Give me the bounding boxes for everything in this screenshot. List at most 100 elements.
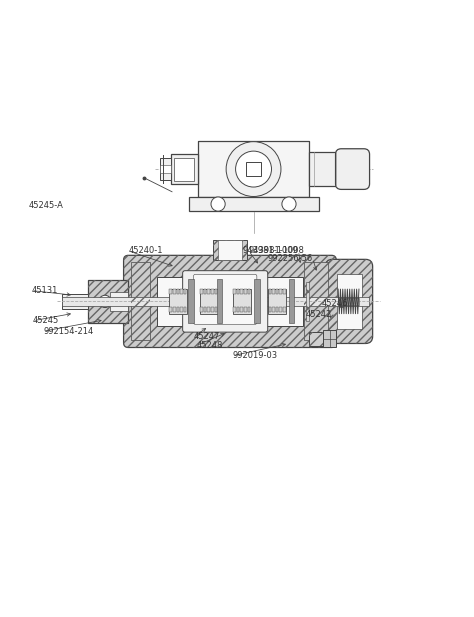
Bar	[211, 307, 214, 312]
Bar	[177, 307, 179, 312]
Text: 45131: 45131	[31, 286, 58, 295]
Bar	[237, 307, 239, 312]
Bar	[306, 281, 309, 321]
Bar	[88, 280, 128, 323]
Text: 992019-03: 992019-03	[232, 351, 277, 360]
Bar	[169, 307, 172, 312]
Bar	[237, 289, 239, 294]
Bar	[233, 289, 236, 294]
FancyBboxPatch shape	[182, 271, 268, 332]
Bar	[184, 307, 186, 312]
Bar	[280, 289, 282, 294]
Bar	[272, 307, 275, 312]
Bar	[309, 332, 323, 346]
Bar	[200, 289, 218, 313]
Bar	[207, 307, 210, 312]
Bar	[337, 273, 362, 329]
Bar	[188, 280, 194, 323]
Bar	[200, 307, 203, 312]
Bar	[171, 154, 198, 184]
Bar	[180, 289, 183, 294]
Circle shape	[236, 151, 272, 187]
FancyBboxPatch shape	[325, 259, 373, 344]
Bar	[244, 307, 246, 312]
Text: 992256-56: 992256-56	[267, 254, 313, 263]
Bar	[247, 289, 250, 294]
Bar	[255, 280, 260, 323]
Circle shape	[211, 197, 225, 211]
Circle shape	[99, 296, 111, 307]
Bar	[160, 165, 171, 173]
Bar	[62, 294, 88, 309]
Bar	[309, 152, 341, 186]
Text: 45245-A: 45245-A	[29, 201, 64, 210]
Bar	[217, 280, 222, 323]
Bar	[189, 197, 319, 210]
Bar	[169, 289, 187, 313]
Text: 45248: 45248	[197, 341, 223, 350]
Bar	[110, 292, 128, 311]
Text: 943981-1008: 943981-1008	[249, 246, 305, 255]
Bar	[309, 332, 323, 346]
Bar	[207, 289, 210, 294]
Bar	[198, 141, 309, 197]
Circle shape	[282, 197, 296, 211]
Bar	[180, 307, 183, 312]
Text: 943981-1009: 943981-1009	[243, 246, 299, 255]
Bar	[200, 289, 203, 294]
Bar	[62, 297, 369, 305]
Bar	[204, 289, 206, 294]
Bar	[269, 307, 271, 312]
FancyBboxPatch shape	[336, 149, 370, 189]
Bar	[156, 276, 303, 326]
Text: 992154-214: 992154-214	[43, 326, 93, 336]
Text: 45242: 45242	[305, 310, 331, 318]
Bar	[184, 289, 186, 294]
Circle shape	[245, 143, 262, 160]
Text: 45240-1: 45240-1	[128, 246, 163, 255]
Bar	[204, 307, 206, 312]
Bar	[304, 262, 328, 341]
Bar	[269, 289, 271, 294]
Bar	[283, 307, 286, 312]
Bar	[131, 262, 150, 341]
Text: 45246: 45246	[322, 299, 348, 308]
FancyBboxPatch shape	[124, 255, 336, 347]
Bar	[213, 240, 247, 260]
Bar	[244, 289, 246, 294]
Bar	[173, 307, 176, 312]
Bar	[246, 162, 261, 176]
Bar	[247, 307, 250, 312]
Bar	[233, 307, 236, 312]
Text: 45247: 45247	[193, 333, 220, 341]
Bar	[211, 289, 214, 294]
Circle shape	[226, 142, 281, 196]
Bar	[276, 307, 279, 312]
Bar	[276, 289, 279, 294]
Bar	[215, 289, 217, 294]
Bar	[160, 158, 171, 180]
Bar	[177, 289, 179, 294]
Bar	[304, 262, 328, 341]
Bar	[268, 289, 286, 313]
Bar	[280, 307, 282, 312]
Bar	[174, 157, 194, 181]
FancyBboxPatch shape	[193, 275, 257, 325]
Text: 45245: 45245	[33, 317, 59, 325]
Bar	[218, 240, 242, 260]
Bar	[173, 289, 176, 294]
Bar	[289, 280, 294, 323]
Bar	[213, 240, 247, 260]
Bar	[272, 289, 275, 294]
Bar	[240, 307, 243, 312]
Bar	[88, 280, 128, 323]
Bar	[306, 281, 309, 321]
Bar	[131, 262, 150, 341]
Bar	[338, 297, 359, 305]
Bar	[240, 289, 243, 294]
Bar	[169, 289, 172, 294]
Bar	[215, 307, 217, 312]
Bar	[283, 289, 286, 294]
Bar	[233, 289, 251, 313]
Bar	[323, 330, 336, 347]
